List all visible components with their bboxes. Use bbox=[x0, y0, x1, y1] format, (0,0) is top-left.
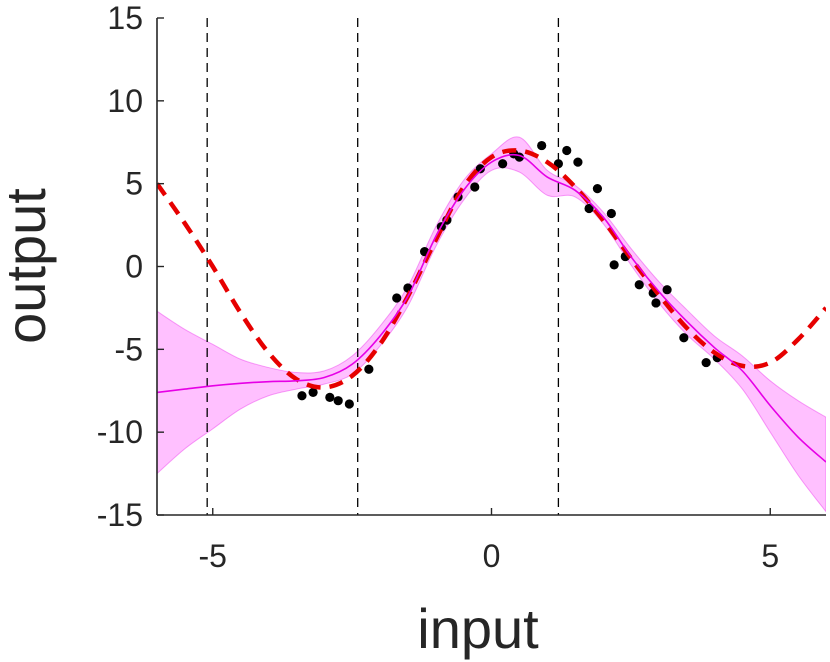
y-tick-label: -5 bbox=[115, 331, 143, 367]
y-tick-label: 0 bbox=[125, 249, 143, 285]
x-axis-label: input bbox=[417, 597, 539, 660]
observation-point bbox=[592, 184, 603, 194]
observation-point bbox=[679, 333, 689, 343]
confidence-band bbox=[157, 136, 826, 513]
x-tick-label: 0 bbox=[483, 538, 501, 574]
observation-point bbox=[333, 396, 343, 406]
y-tick-label: -10 bbox=[97, 414, 143, 450]
observation-point bbox=[651, 298, 661, 308]
y-tick-label: 10 bbox=[107, 83, 143, 119]
true-function-line bbox=[157, 148, 826, 390]
observation-point bbox=[392, 293, 402, 303]
y-tick-label: -15 bbox=[97, 497, 143, 533]
observation-point bbox=[573, 157, 583, 167]
observation-point bbox=[325, 392, 335, 402]
observation-point bbox=[634, 280, 644, 290]
observation-point bbox=[609, 260, 619, 270]
y-axis-label: output bbox=[0, 188, 57, 344]
y-tick-label: 15 bbox=[107, 0, 143, 36]
posterior-mean-line bbox=[157, 153, 826, 463]
observation-point bbox=[562, 145, 572, 156]
x-tick-label: -5 bbox=[199, 538, 227, 574]
observation-point bbox=[701, 357, 711, 368]
observation-point bbox=[606, 208, 616, 219]
observation-point bbox=[537, 140, 547, 151]
observation-point bbox=[308, 387, 318, 398]
observation-point bbox=[297, 391, 307, 401]
observation-point bbox=[344, 399, 354, 409]
observation-point bbox=[662, 285, 672, 295]
observation-point bbox=[584, 203, 594, 214]
observation-point bbox=[470, 182, 480, 192]
observation-point bbox=[364, 364, 374, 374]
observation-point bbox=[475, 164, 485, 174]
x-tick-label: 5 bbox=[761, 538, 779, 574]
plot-area bbox=[157, 18, 826, 515]
axes: -15 -10 -5 0 5 10 15 -5 0 5 bbox=[97, 0, 826, 574]
observation-point bbox=[498, 159, 508, 169]
y-tick-label: 5 bbox=[125, 166, 143, 202]
